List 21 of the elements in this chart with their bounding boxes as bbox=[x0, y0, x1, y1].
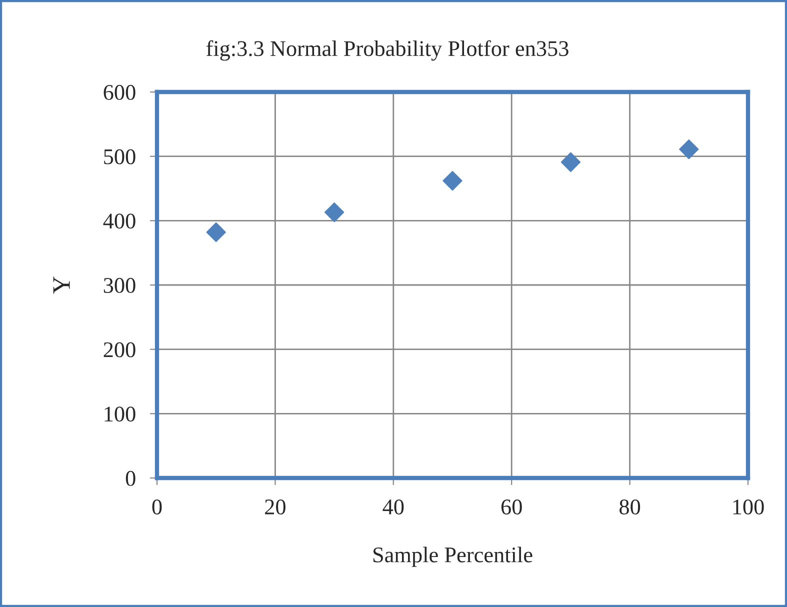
y-tick-label: 200 bbox=[104, 342, 136, 358]
y-tick-label: 100 bbox=[104, 406, 136, 422]
y-tick-label: 0 bbox=[126, 470, 136, 486]
point bbox=[324, 202, 344, 222]
x-tick-label: 40 bbox=[382, 499, 404, 514]
x-tick-label: 80 bbox=[620, 499, 640, 514]
x-tick-label: 0 bbox=[152, 499, 162, 514]
y-tick-label: 600 bbox=[104, 84, 136, 100]
y-tick-label: 500 bbox=[104, 149, 136, 164]
x-axis-title: Sample Percentile bbox=[373, 546, 532, 567]
x-tick-label: 60 bbox=[501, 499, 522, 514]
point bbox=[206, 222, 226, 242]
x-tick-label: 20 bbox=[265, 499, 286, 514]
point bbox=[442, 170, 462, 191]
point bbox=[679, 139, 699, 160]
point bbox=[560, 152, 581, 172]
y-tick-label: 400 bbox=[103, 214, 136, 229]
x-tick-label: 100 bbox=[733, 499, 764, 514]
chart-title: fig:3.3 Normal Probability Plotfor en353 bbox=[206, 40, 568, 61]
y-tick-label: 300 bbox=[104, 278, 136, 293]
y-axis-title: Y bbox=[53, 276, 70, 294]
